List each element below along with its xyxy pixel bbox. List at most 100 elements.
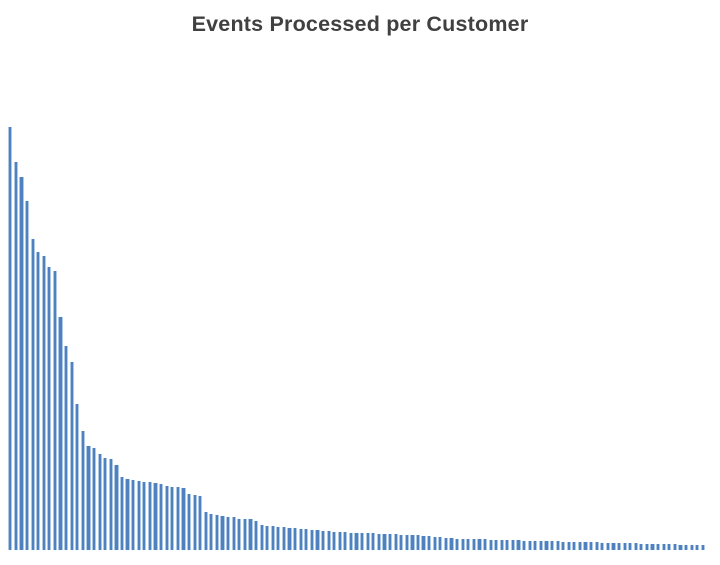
bar [450,538,453,550]
bar [132,479,135,550]
bar [344,532,347,550]
bar [355,532,358,550]
bar [634,543,637,550]
bar [405,534,408,550]
bar [148,481,151,550]
bar [517,540,520,550]
bar [684,544,688,550]
bar [701,544,704,550]
bar [640,543,643,550]
bar [433,536,436,550]
bar [673,544,676,550]
bar [657,543,660,550]
bar [645,543,649,550]
bar [612,542,615,550]
bar [690,544,693,550]
bar [444,537,448,550]
bar [377,533,380,550]
bar [556,541,559,550]
bar [76,403,79,550]
bar [416,535,420,550]
bar [388,534,392,550]
bar [321,530,325,550]
bar [523,540,526,550]
bar [143,481,146,550]
bar [294,527,297,550]
bar [288,527,291,550]
bar [316,529,319,550]
bar [400,534,403,550]
bar [48,266,51,550]
bar [595,542,598,550]
bar [629,543,632,550]
bar [338,531,341,550]
bar [159,483,163,550]
bar [176,486,179,550]
bar [662,544,665,550]
bar [539,540,542,550]
bar [187,493,191,550]
bar [584,542,587,550]
bar [92,447,96,550]
bar [210,513,213,550]
bar [383,533,386,550]
bar [528,540,531,550]
bar [282,526,286,550]
bar [115,464,118,550]
bar [42,255,45,550]
bar [333,531,336,550]
bar [590,542,593,550]
bar [14,161,17,550]
bar [104,457,107,550]
bar [305,528,308,550]
bar [601,542,604,550]
bar [20,176,23,550]
bar [372,533,375,550]
bar [562,541,565,550]
bar [137,480,140,550]
bar [165,485,168,550]
bar [483,539,487,550]
bar [243,518,246,550]
bar [349,532,353,550]
bar [696,544,699,550]
bar [59,316,62,550]
bar [204,511,207,550]
bar [271,525,274,550]
bar [98,453,101,550]
bar [623,543,626,550]
bar [567,541,570,550]
bar [120,476,124,550]
bar [534,540,537,550]
bar [31,238,34,550]
bar [467,538,470,550]
bar [495,539,498,550]
bar [154,482,157,550]
bar [171,486,174,550]
bar [215,514,219,550]
bar [545,541,548,550]
bar [126,478,129,550]
bar [327,530,330,550]
bar [617,542,621,550]
bar [394,534,397,550]
bar [81,430,84,550]
bar [573,541,576,550]
bar [232,516,235,550]
bar [238,518,241,550]
bar [249,518,252,550]
bar [37,251,40,550]
bar [277,526,280,550]
bar [53,270,57,550]
bar [578,541,582,550]
bar [506,540,509,550]
bar [25,200,29,550]
bar [70,361,73,550]
bar [366,533,369,550]
bar [550,541,554,550]
bar [411,535,414,550]
bar [9,126,12,550]
bar [299,528,302,550]
bar [221,515,224,550]
bar [489,539,492,550]
